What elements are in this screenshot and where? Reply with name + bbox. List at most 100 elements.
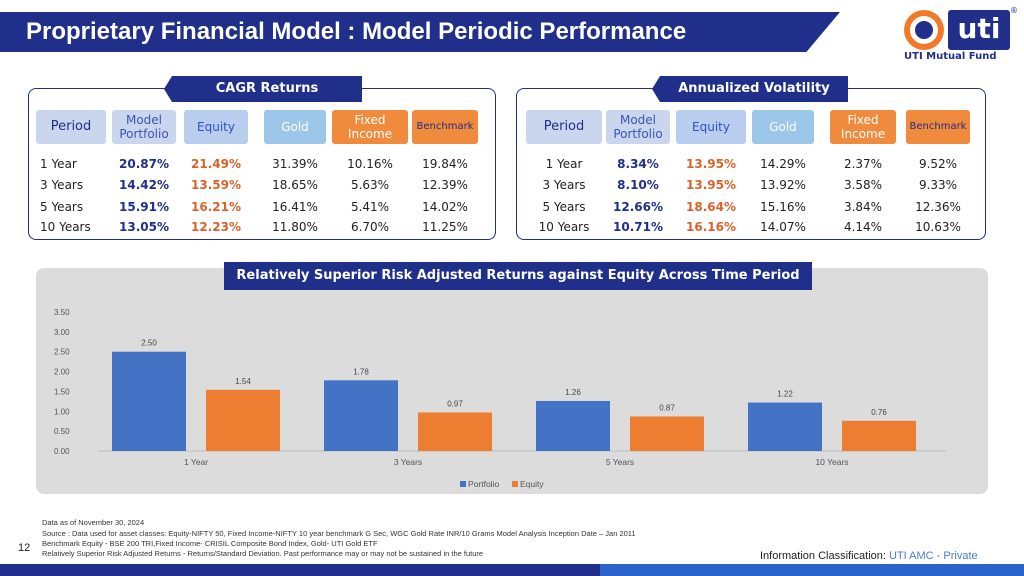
vol-row-2-gold: 13.92%	[760, 178, 806, 192]
x-tick-label: 5 Years	[606, 457, 634, 467]
cagr-header-model: Model Portfolio	[112, 110, 176, 144]
vol-row-1-period: 1 Year	[545, 157, 583, 171]
bar-equity-4	[842, 420, 916, 451]
vol-header-model: Model Portfolio	[606, 110, 670, 144]
cagr-row-1-fixed: 10.16%	[347, 157, 393, 171]
data-label: 2.50	[141, 339, 157, 348]
data-label: 0.97	[447, 399, 463, 408]
uti-logo: uti ® UTI Mutual Fund	[904, 6, 1018, 62]
vol-row-4-model: 10.71%	[613, 220, 663, 234]
cagr-row-1-equity: 21.49%	[191, 157, 241, 171]
vol-row-3-benchmark: 12.36%	[915, 200, 961, 214]
vol-row-1-benchmark: 9.52%	[918, 157, 958, 171]
vol-row-3-gold: 15.16%	[760, 200, 806, 214]
vol-row-2-period: 3 Years	[542, 178, 586, 192]
cagr-row-3-gold: 16.41%	[272, 200, 318, 214]
footer-band	[0, 564, 1024, 576]
cagr-row-2-fixed: 5.63%	[350, 178, 390, 192]
bar-portfolio-1	[112, 351, 186, 451]
data-label: 1.26	[565, 388, 581, 397]
cagr-row-3-fixed: 5.41%	[350, 200, 390, 214]
title-bar	[0, 12, 840, 52]
risk-adjusted-returns-chart: 0.00 0.50 1.00 1.50 2.00 2.50 3.00 3.50 2.50 1.54…	[54, 308, 946, 489]
vol-header-gold: Gold	[752, 110, 814, 144]
legend-label-equity: Equity	[520, 479, 544, 489]
legend-label-portfolio: Portfolio	[468, 479, 499, 489]
data-label: 0.87	[659, 403, 675, 412]
legend-swatch-portfolio	[460, 481, 466, 487]
cagr-row-2-equity: 13.59%	[191, 178, 241, 192]
cagr-row-4-equity: 12.23%	[191, 220, 241, 234]
cagr-row-1-benchmark: 19.84%	[422, 157, 468, 171]
vol-row-1-fixed: 2.37%	[843, 157, 883, 171]
kalash-emblem-icon	[904, 10, 944, 50]
chart-background	[36, 268, 988, 494]
cagr-header-fixed: Fixed Income	[332, 110, 408, 144]
cagr-header-period: Period	[36, 110, 106, 144]
vol-row-1-equity: 13.95%	[686, 157, 736, 171]
vol-row-2-equity: 13.95%	[686, 178, 736, 192]
footnote-definition: Relatively Superior Risk Adjusted Return…	[42, 549, 484, 558]
cagr-row-3-equity: 16.21%	[191, 200, 241, 214]
bar-portfolio-2	[324, 380, 398, 451]
vol-row-1-gold: 14.29%	[760, 157, 806, 171]
vol-row-2-benchmark: 9.33%	[918, 178, 958, 192]
data-label: 1.22	[777, 390, 793, 399]
page-title: Proprietary Financial Model : Model Peri…	[26, 18, 687, 45]
cagr-row-2-model: 14.42%	[119, 178, 169, 192]
y-tick-label: 3.00	[54, 328, 70, 337]
x-tick-label: 1 Year	[184, 457, 208, 467]
page-number: 12	[18, 542, 31, 554]
footnote-benchmark: Benchmark Equity - BSE 200 TRI,Fixed Inc…	[42, 539, 378, 548]
y-tick-label: 1.00	[54, 407, 70, 416]
bar-equity-1	[206, 389, 280, 451]
vol-row-3-fixed: 3.84%	[843, 200, 883, 214]
vol-row-2-model: 8.10%	[617, 178, 659, 192]
cagr-row-2-period: 3 Years	[40, 178, 84, 192]
vol-row-3-equity: 18.64%	[686, 200, 736, 214]
vol-header-fixed: Fixed Income	[830, 110, 896, 144]
y-tick-label: 2.50	[54, 348, 70, 357]
vol-row-4-equity: 16.16%	[686, 220, 736, 234]
cagr-row-3-benchmark: 14.02%	[422, 200, 468, 214]
vol-header-equity: Equity	[676, 110, 746, 144]
vol-row-2-fixed: 3.58%	[843, 178, 883, 192]
cagr-header-gold: Gold	[264, 110, 326, 144]
cagr-header-equity: Equity	[184, 110, 248, 144]
cagr-header-benchmark: Benchmark	[412, 110, 478, 144]
cagr-row-4-model: 13.05%	[119, 220, 169, 234]
cagr-label: CAGR Returns	[172, 76, 362, 102]
bar-equity-3	[630, 416, 704, 451]
cagr-row-1-gold: 31.39%	[272, 157, 318, 171]
x-tick-label: 3 Years	[394, 457, 422, 467]
registered-mark: ®	[1010, 6, 1018, 15]
y-tick-label: 3.50	[54, 308, 70, 317]
vol-row-4-fixed: 4.14%	[843, 220, 883, 234]
cagr-row-1-model: 20.87%	[119, 157, 169, 171]
vol-header-benchmark: Benchmark	[906, 110, 970, 144]
data-label: 0.76	[871, 408, 887, 417]
y-tick-label: 0.50	[54, 427, 70, 436]
information-classification: Information Classification: UTI AMC - Pr…	[760, 550, 978, 562]
y-tick-label: 1.50	[54, 387, 70, 396]
cagr-row-3-model: 15.91%	[119, 200, 169, 214]
vol-row-3-period: 5 Years	[542, 200, 586, 214]
footnote-date: Data as of November 30, 2024	[42, 518, 145, 527]
chart-title: Relatively Superior Risk Adjusted Return…	[224, 262, 812, 290]
vol-row-3-model: 12.66%	[613, 200, 663, 214]
cagr-row-4-benchmark: 11.25%	[422, 220, 468, 234]
logo-wordmark: uti	[948, 10, 1010, 50]
vol-row-4-benchmark: 10.63%	[915, 220, 961, 234]
legend-swatch-equity	[512, 481, 518, 487]
data-label: 1.78	[353, 367, 369, 376]
cagr-row-4-gold: 11.80%	[272, 220, 318, 234]
footnote-source: Source : Data used for asset classes: Eq…	[42, 529, 636, 538]
vol-row-1-model: 8.34%	[617, 157, 659, 171]
cagr-row-3-period: 5 Years	[40, 200, 84, 214]
bar-portfolio-4	[748, 402, 822, 451]
cagr-row-2-benchmark: 12.39%	[422, 178, 468, 192]
bar-portfolio-3	[536, 400, 610, 451]
x-tick-label: 10 Years	[815, 457, 848, 467]
vol-header-period: Period	[526, 110, 602, 144]
